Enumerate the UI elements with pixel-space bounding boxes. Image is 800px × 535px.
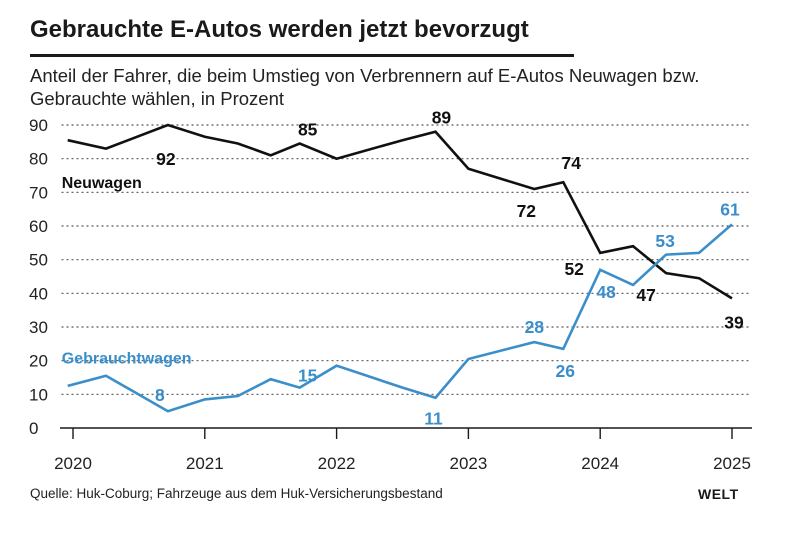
x-tick-label: 2022 xyxy=(318,454,356,473)
series-label: Neuwagen xyxy=(62,175,142,192)
y-axis-ticks: 0 10 20 30 40 50 60 70 80 90 xyxy=(29,116,48,438)
y-tick-label: 40 xyxy=(29,284,48,303)
x-tick-label: 2023 xyxy=(449,454,487,473)
data-label: 11 xyxy=(424,409,443,429)
chart-title: Gebrauchte E-Autos werden jetzt bevorzug… xyxy=(30,16,529,43)
y-tick-label: 0 xyxy=(29,419,38,438)
data-label: 53 xyxy=(655,231,675,251)
data-label: 8 xyxy=(155,385,165,405)
data-label: 48 xyxy=(596,282,616,302)
data-label: 85 xyxy=(298,120,318,140)
series-line-gebrauchtwagen xyxy=(67,223,733,413)
y-tick-label: 30 xyxy=(29,318,48,337)
data-label: 52 xyxy=(564,259,584,279)
brand-logo: WELT xyxy=(698,486,739,502)
y-tick-label: 60 xyxy=(29,217,48,236)
data-label: 15 xyxy=(298,366,318,386)
chart-subtitle: Anteil der Fahrer, die beim Umstieg von … xyxy=(30,65,700,109)
gridlines xyxy=(61,124,753,395)
series-label: Gebrauchtwagen xyxy=(62,350,192,367)
y-tick-label: 80 xyxy=(29,150,48,169)
data-labels: Neuwagen Gebrauchtwagen 92 85 89 72 74 52 47 39 8 1… xyxy=(62,108,744,429)
y-tick-label: 90 xyxy=(29,116,48,135)
data-label: 89 xyxy=(432,108,452,128)
x-tick-label: 2024 xyxy=(581,454,619,473)
y-tick-label: 10 xyxy=(29,385,48,404)
data-label: 47 xyxy=(636,285,655,305)
data-label: 26 xyxy=(556,361,576,381)
data-label: 92 xyxy=(156,149,176,169)
series-lines xyxy=(67,123,733,413)
data-label: 74 xyxy=(562,153,582,173)
data-label: 28 xyxy=(525,317,545,337)
source-note: Quelle: Huk-Coburg; Fahrzeuge aus dem Hu… xyxy=(30,486,443,501)
y-tick-label: 70 xyxy=(29,183,48,202)
data-label: 61 xyxy=(720,199,740,219)
x-tick-label: 2020 xyxy=(54,454,92,473)
title-underline xyxy=(30,54,574,57)
series-line-neuwagen xyxy=(67,123,733,300)
data-label: 72 xyxy=(517,201,537,221)
y-tick-label: 20 xyxy=(29,352,48,371)
x-tick-label: 2021 xyxy=(186,454,224,473)
x-tick-label: 2025 xyxy=(713,454,751,473)
y-tick-label: 50 xyxy=(29,251,48,270)
data-label: 39 xyxy=(724,312,744,332)
x-axis: 2020 2021 2022 2023 2024 2025 xyxy=(54,427,752,473)
